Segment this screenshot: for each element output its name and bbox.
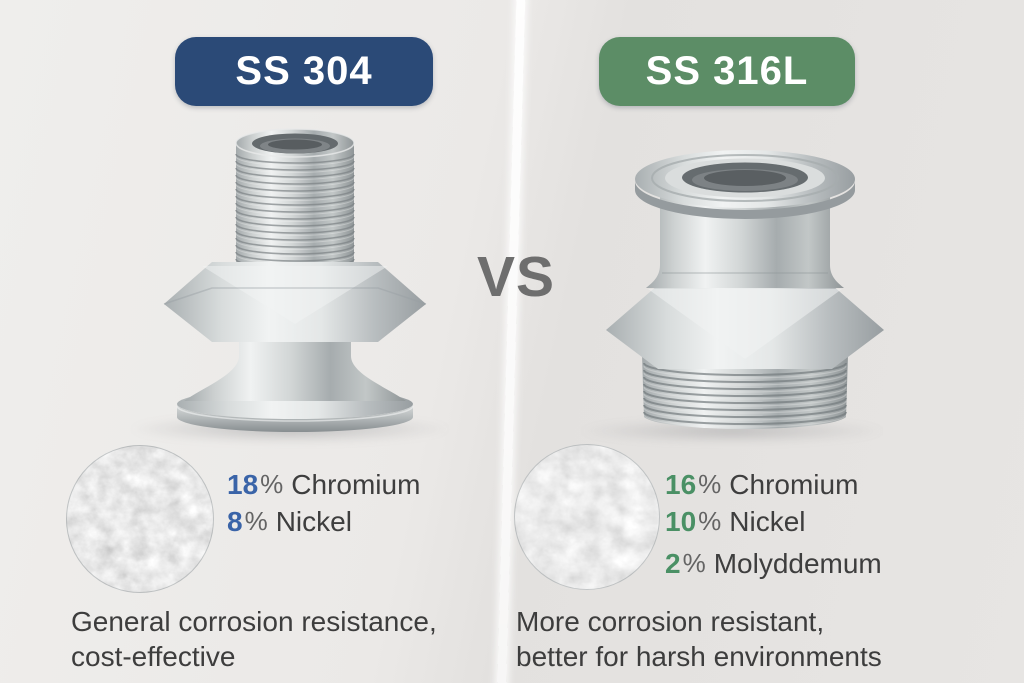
composition-value: 18 bbox=[227, 468, 259, 500]
composition-value: 10 bbox=[665, 505, 697, 537]
composition-element: Nickel bbox=[275, 505, 352, 537]
composition-row: 2 % Molyddemum bbox=[665, 545, 882, 582]
composition-element: Chromium bbox=[291, 468, 421, 500]
ss316l-composition-list: 16 % Chromium 10 % Nickel 2 % Molyddemum bbox=[665, 466, 882, 582]
description-line: cost-effective bbox=[71, 641, 236, 672]
composition-element: Nickel bbox=[729, 505, 806, 537]
ss304-description: General corrosion resistance, cost-effec… bbox=[71, 604, 437, 674]
composition-row: 18 % Chromium bbox=[227, 466, 420, 503]
ss316l-description: More corrosion resistant, better for har… bbox=[516, 604, 882, 674]
ss316l-microstructure-photo bbox=[514, 444, 660, 590]
ss304-microstructure-photo bbox=[66, 445, 214, 593]
vs-label: VS bbox=[476, 245, 556, 309]
composition-row: 8 % Nickel bbox=[227, 503, 420, 540]
composition-element: Chromium bbox=[729, 468, 859, 500]
ss304-composition-list: 18 % Chromium 8 % Nickel bbox=[227, 466, 420, 540]
composition-element: Molyddemum bbox=[713, 547, 882, 579]
percent-sign: % bbox=[698, 506, 722, 536]
percent-sign: % bbox=[682, 548, 706, 578]
ss304-product-photo bbox=[163, 128, 427, 432]
percent-sign: % bbox=[244, 506, 268, 536]
ss316l-product-photo bbox=[606, 150, 884, 430]
composition-row: 10 % Nickel bbox=[665, 503, 882, 540]
ss316l-badge: SS 316L bbox=[599, 37, 855, 106]
ss304-badge: SS 304 bbox=[175, 37, 433, 106]
composition-value: 2 bbox=[665, 547, 681, 579]
description-line: General corrosion resistance, bbox=[71, 606, 437, 637]
description-line: better for harsh environments bbox=[516, 641, 882, 672]
composition-row: 16 % Chromium bbox=[665, 466, 882, 503]
description-line: More corrosion resistant, bbox=[516, 606, 825, 637]
percent-sign: % bbox=[698, 469, 722, 499]
percent-sign: % bbox=[260, 469, 284, 499]
composition-value: 8 bbox=[227, 505, 243, 537]
composition-value: 16 bbox=[665, 468, 697, 500]
